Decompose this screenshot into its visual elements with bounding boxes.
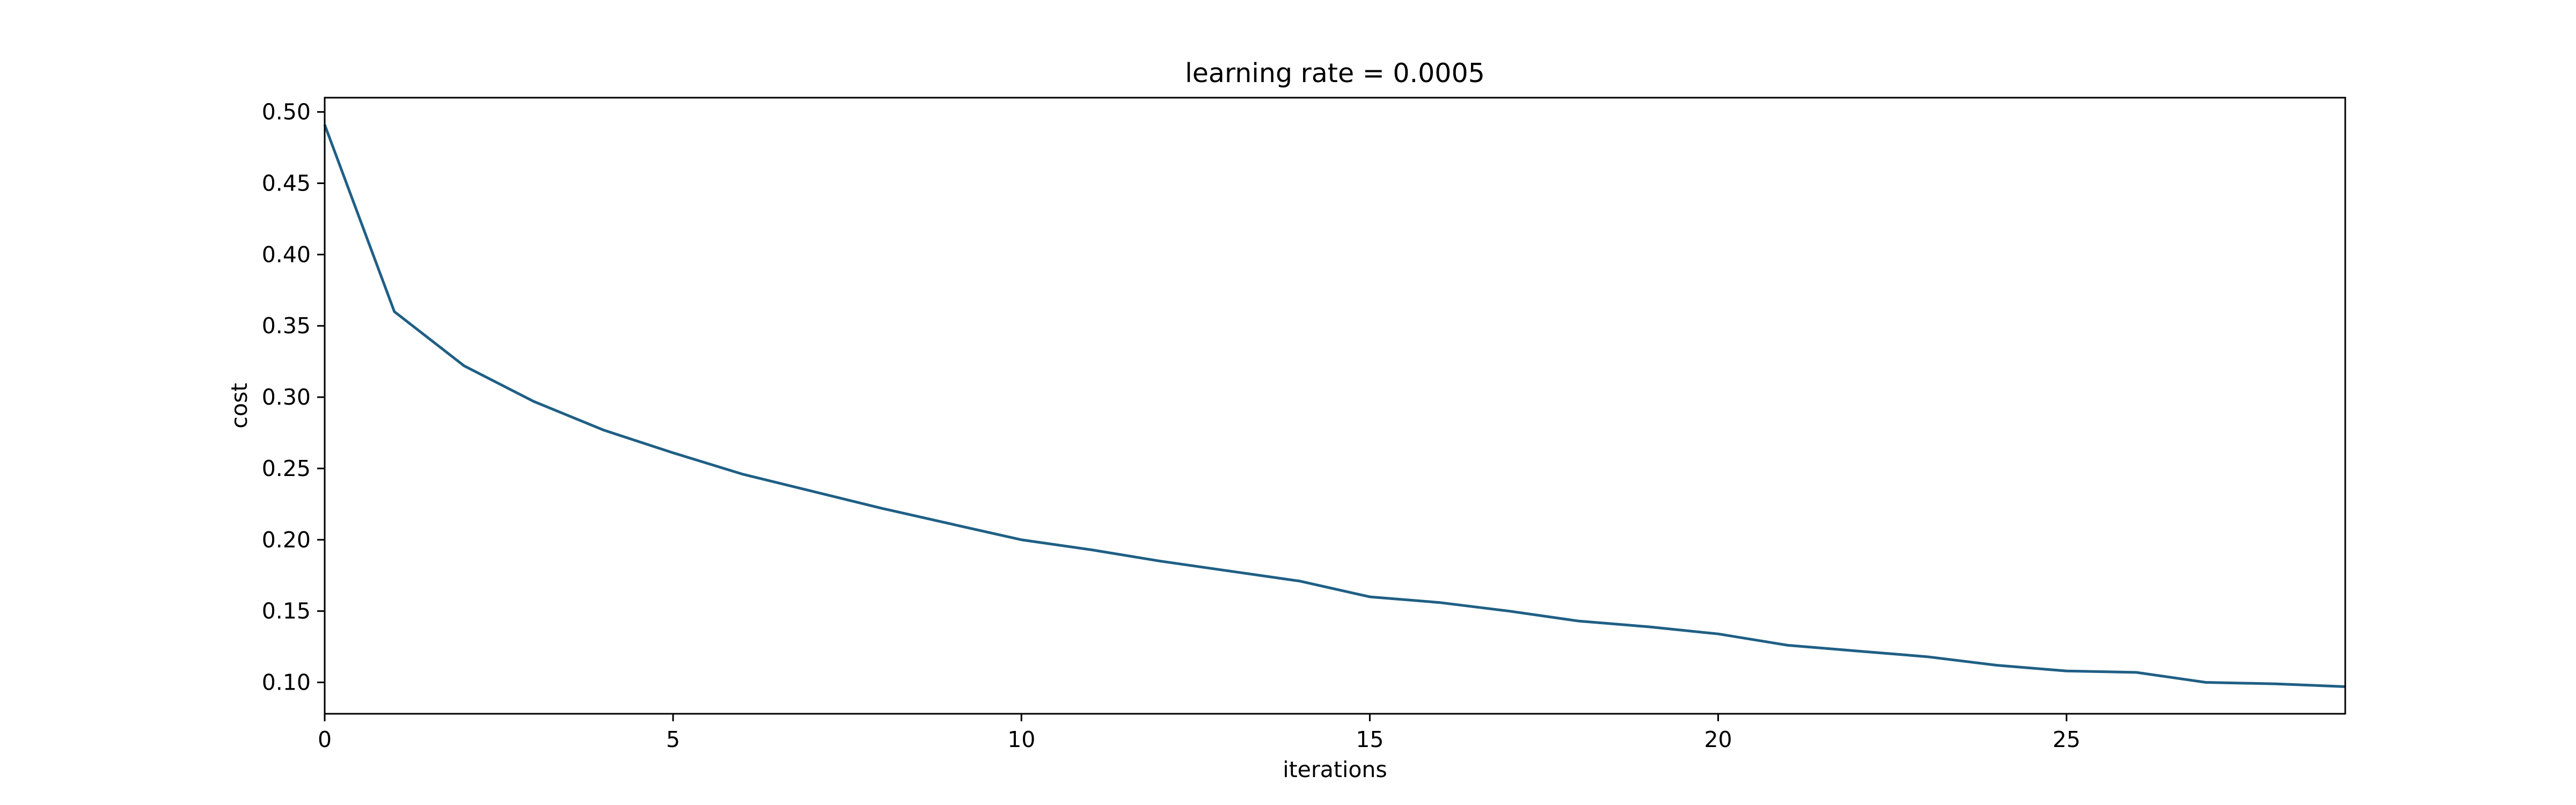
cost-data-point [1230,570,1231,572]
cost-data-point [812,491,813,492]
cost-data-point [672,452,674,453]
cost-data-point [1021,539,1022,540]
x-tick-label: 25 [2053,727,2081,752]
chart-title: learning rate = 0.0005 [1185,58,1485,89]
y-axis-ticks: 0.10 0.15 0.20 0.25 0.30 0.35 0.40 0.45 0.50 [262,99,325,696]
cost-data-point [533,401,534,402]
y-tick-label: 0.45 [262,170,311,196]
cost-data-point [1857,650,1858,652]
x-axis-label: iterations [1283,757,1387,782]
plot-area-frame [324,97,2346,715]
x-tick-label: 0 [318,727,332,752]
cost-data-point [1648,626,1649,627]
y-tick-label: 0.25 [262,456,311,481]
y-tick-label: 0.50 [262,99,311,125]
x-tick-label: 20 [1704,727,1732,752]
x-tick-label: 5 [666,727,680,752]
y-tick-label: 0.10 [262,670,311,696]
x-tick-label: 15 [1356,727,1384,752]
cost-series-line [323,124,2346,688]
cost-data-point [1439,602,1440,603]
y-tick-label: 0.35 [262,313,311,339]
cost-data-point [1927,656,1928,657]
x-axis-ticks: 0 5 10 15 20 25 [318,714,2081,752]
y-tick-label: 0.20 [262,527,311,553]
y-tick-label: 0.30 [262,384,311,410]
y-axis-label: cost [226,383,252,428]
x-tick-label: 10 [1007,727,1035,752]
series-layer [323,124,2346,688]
y-tick-label: 0.40 [262,241,311,267]
y-tick-label: 0.15 [262,598,311,624]
